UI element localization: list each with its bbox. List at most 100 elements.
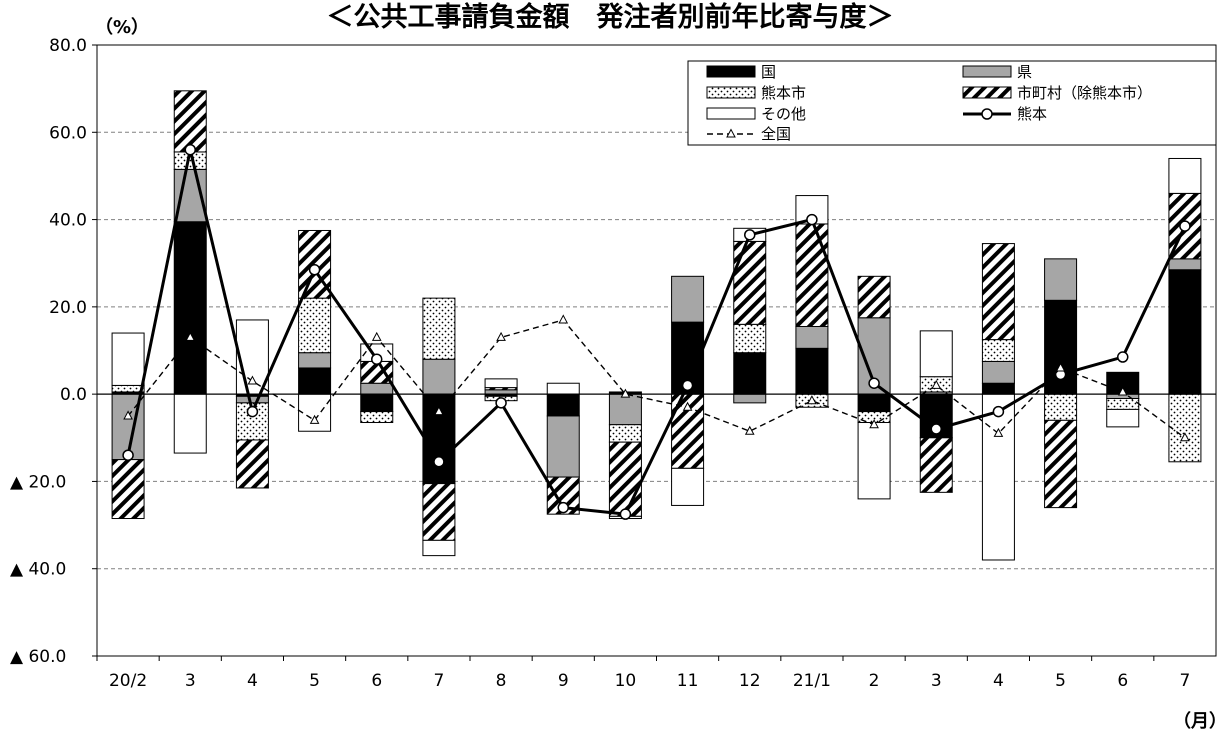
bar-segment — [298, 297, 332, 354]
x-tick-label: 7 — [1180, 671, 1191, 691]
point-triangle — [1180, 432, 1190, 442]
x-tick-label: 9 — [558, 671, 569, 691]
bar-segment — [298, 393, 332, 432]
bar-segment — [795, 325, 829, 349]
point-circle — [557, 501, 569, 514]
legend-label: 熊本市 — [761, 84, 806, 102]
point-triangle — [309, 414, 320, 424]
legend-swatch — [962, 86, 1012, 99]
bar-segment — [111, 459, 145, 520]
bar-segment — [422, 483, 456, 541]
legend-swatch — [706, 86, 756, 99]
point-triangle — [558, 314, 569, 324]
y-tick-label: 20.0 — [49, 298, 87, 318]
bar-segment — [298, 367, 332, 395]
x-tick-label: 10 — [615, 671, 637, 691]
point-circle — [806, 213, 818, 226]
point-circle — [1179, 220, 1191, 232]
x-tick-label: 2 — [869, 671, 880, 691]
bar-segment — [733, 352, 767, 395]
series-line — [126, 149, 1187, 516]
point-triangle — [744, 425, 755, 435]
bar-segment — [608, 424, 642, 443]
point-triangle — [496, 331, 506, 341]
point-circle — [744, 229, 756, 241]
bar-segment — [1168, 258, 1202, 271]
bar-segment — [111, 384, 145, 393]
bar-segment — [484, 378, 518, 389]
y-tick-label: 60.0 — [49, 123, 87, 143]
x-tick-label: 11 — [677, 671, 699, 691]
point-triangle — [123, 410, 133, 420]
bar-segment — [981, 243, 1015, 341]
bar-segment — [608, 441, 642, 517]
bar-segment — [546, 415, 580, 478]
y-tick-label: ▲ 60.0 — [10, 647, 66, 667]
bar-segment — [546, 393, 580, 417]
x-tick-labels: 20/2 3 4 5 6 7 8 9 10 11 12 21/1 2 3 4 5 6 7 — [96, 656, 1191, 691]
bar-segment — [981, 382, 1015, 395]
bar-segment — [422, 539, 456, 557]
point-triangle — [247, 375, 258, 385]
x-tick-label: 21/1 — [793, 671, 831, 691]
bar-segment — [981, 339, 1015, 362]
legend-swatch — [706, 65, 756, 78]
bar-segment — [1168, 393, 1202, 463]
bar-segment — [1106, 408, 1140, 428]
legend-swatch — [706, 107, 756, 120]
bar-segment — [1044, 393, 1078, 421]
bar-segment — [1168, 269, 1202, 395]
legend-label: 県 — [1017, 63, 1032, 81]
bar-segment — [1168, 157, 1202, 194]
bar-segment — [919, 330, 953, 378]
bar-segment — [235, 439, 269, 489]
x-tick-label: 6 — [1117, 671, 1128, 691]
bar-segment — [484, 389, 518, 395]
legend-label: 市町村（除熊本市） — [1017, 84, 1152, 102]
point-circle — [184, 143, 196, 156]
bar-segment — [360, 382, 394, 395]
point-triangle — [1055, 362, 1066, 372]
x-tick-label: 8 — [496, 671, 507, 691]
bar-segment — [360, 393, 394, 413]
bar-segment — [857, 422, 891, 500]
point-circle — [930, 423, 942, 435]
x-tick-label: 3 — [185, 671, 196, 691]
bar-segment — [1106, 398, 1140, 410]
bar-segment — [360, 411, 394, 424]
point-triangle — [869, 419, 879, 429]
x-axis-unit: （月） — [1173, 711, 1223, 732]
point-circle — [308, 264, 321, 276]
legend-label: 全国 — [761, 125, 791, 143]
point-circle — [868, 377, 880, 389]
bar-segment — [857, 393, 891, 413]
x-tick-label: 7 — [434, 671, 445, 691]
point-triangle — [682, 401, 693, 411]
point-circle — [371, 353, 383, 365]
point-circle — [992, 405, 1005, 418]
x-tick-label: 6 — [371, 671, 382, 691]
y-tick-label: ▲ 20.0 — [10, 472, 66, 492]
bar-segment — [422, 297, 456, 360]
point-circle — [681, 379, 694, 392]
point-triangle — [993, 427, 1004, 437]
series-line — [127, 319, 1186, 439]
stacked-bars — [97, 90, 1216, 561]
bar-segment — [733, 323, 767, 354]
x-tick-label: 4 — [247, 671, 258, 691]
point-circle — [433, 456, 445, 468]
legend-label: その他 — [761, 105, 806, 123]
y-tick-label: 0.0 — [60, 385, 87, 405]
bar-segment — [981, 360, 1015, 384]
bar-segment — [173, 221, 207, 395]
y-tick-labels: 80.0 60.0 40.0 20.0 0.0 ▲ 20.0 ▲ 40.0 ▲ 60.0 — [10, 36, 87, 667]
legend-marker — [981, 108, 993, 120]
x-tick-label: 5 — [309, 671, 320, 691]
chart-title: ＜公共工事請負金額 発注者別前年比寄与度＞ — [327, 1, 894, 33]
bar-segment — [671, 467, 705, 506]
legend-marker — [726, 128, 736, 138]
point-circle — [246, 405, 259, 418]
x-tick-label: 20/2 — [109, 671, 147, 691]
bar-segment — [1044, 419, 1078, 509]
legend-label: 国 — [761, 63, 776, 81]
